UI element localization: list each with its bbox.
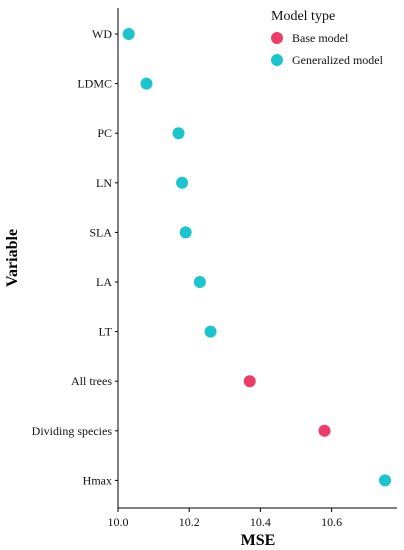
data-point-ldmc [140, 77, 153, 90]
x-tick-label: 10.4 [250, 515, 271, 529]
y-tick-label-lt: LT [98, 325, 112, 339]
y-tick-label-sla: SLA [89, 225, 112, 239]
data-point-lt [204, 325, 217, 338]
y-tick-label-dividing-species: Dividing species [32, 424, 113, 438]
x-tick-marks: 10.0 10.2 10.4 10.6 [108, 508, 342, 529]
data-point-la [193, 276, 206, 288]
x-axis-title: MSE [241, 532, 276, 549]
x-tick-label: 10.0 [108, 515, 129, 529]
data-point-hmax [379, 474, 391, 487]
data-points [122, 28, 391, 487]
legend-marker-generalized-model [271, 54, 283, 66]
legend: Model type Base model Generalized model [271, 9, 384, 67]
legend-label-generalized-model: Generalized model [292, 53, 384, 67]
x-tick-label: 10.6 [321, 515, 342, 529]
y-tick-label-pc: PC [97, 126, 112, 140]
data-point-wd [122, 28, 135, 40]
legend-marker-base-model [271, 32, 283, 44]
legend-label-base-model: Base model [292, 31, 349, 45]
data-point-ln [176, 176, 189, 189]
y-tick-label-hmax: Hmax [83, 473, 112, 487]
y-axis-title: Variable [4, 229, 21, 287]
data-point-sla [179, 226, 192, 239]
data-point-pc [172, 127, 185, 140]
data-point-all-trees [243, 375, 256, 388]
y-category-labels: WD LDMC PC LN SLA LA LT All trees Dividing speci… [32, 27, 118, 487]
y-tick-label-wd: WD [92, 27, 112, 41]
y-tick-label-ldmc: LDMC [77, 77, 112, 91]
axes [117, 8, 397, 509]
y-tick-label-ln: LN [96, 176, 112, 190]
y-tick-label-all-trees: All trees [71, 374, 112, 388]
data-point-dividing-species [318, 424, 331, 437]
legend-title: Model type [271, 9, 335, 24]
x-tick-label: 10.2 [179, 515, 200, 529]
y-tick-label-la: LA [96, 275, 112, 289]
